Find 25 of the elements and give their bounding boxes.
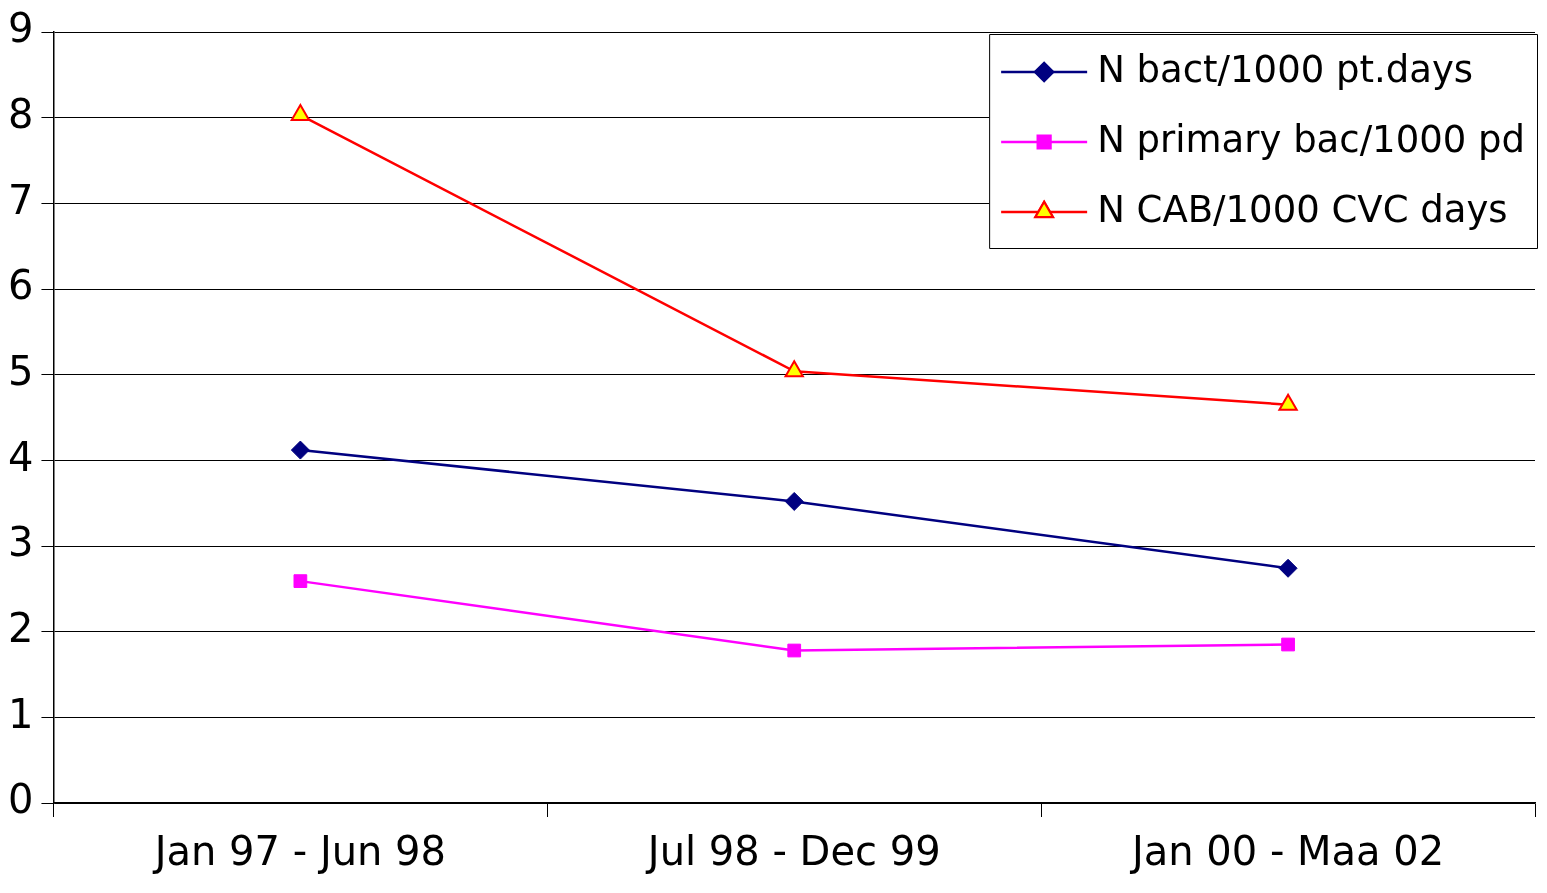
y-tick-label: 7 bbox=[8, 176, 34, 223]
point bbox=[1281, 637, 1295, 652]
point bbox=[1278, 558, 1298, 578]
legend-label: N CAB/1000 CVC days bbox=[1097, 187, 1508, 231]
y-tick-label: 3 bbox=[8, 519, 34, 566]
y-tick-label: 1 bbox=[8, 690, 34, 737]
point bbox=[290, 104, 311, 122]
x-tick-label: Jul 98 - Dec 99 bbox=[644, 828, 941, 875]
point bbox=[784, 491, 804, 511]
y-tick-label: 0 bbox=[8, 776, 34, 823]
y-tick-label: 4 bbox=[8, 433, 34, 480]
y-tick-label: 2 bbox=[8, 605, 34, 652]
y-tick-label: 5 bbox=[8, 348, 34, 395]
y-tick-label: 8 bbox=[8, 91, 34, 138]
x-tick-label: Jan 00 - Maa 02 bbox=[1128, 828, 1445, 875]
y-tick-label: 9 bbox=[8, 5, 34, 52]
point bbox=[787, 643, 802, 658]
point bbox=[784, 360, 804, 378]
point bbox=[290, 440, 310, 460]
point bbox=[293, 574, 308, 588]
y-tick-label: 6 bbox=[8, 262, 34, 309]
legend-label: N primary bac/1000 pd bbox=[1097, 117, 1526, 161]
x-tick-label: Jan 97 - Jun 98 bbox=[151, 828, 446, 875]
legend-label: N bact/1000 pt.days bbox=[1097, 47, 1474, 91]
point bbox=[1278, 393, 1298, 411]
